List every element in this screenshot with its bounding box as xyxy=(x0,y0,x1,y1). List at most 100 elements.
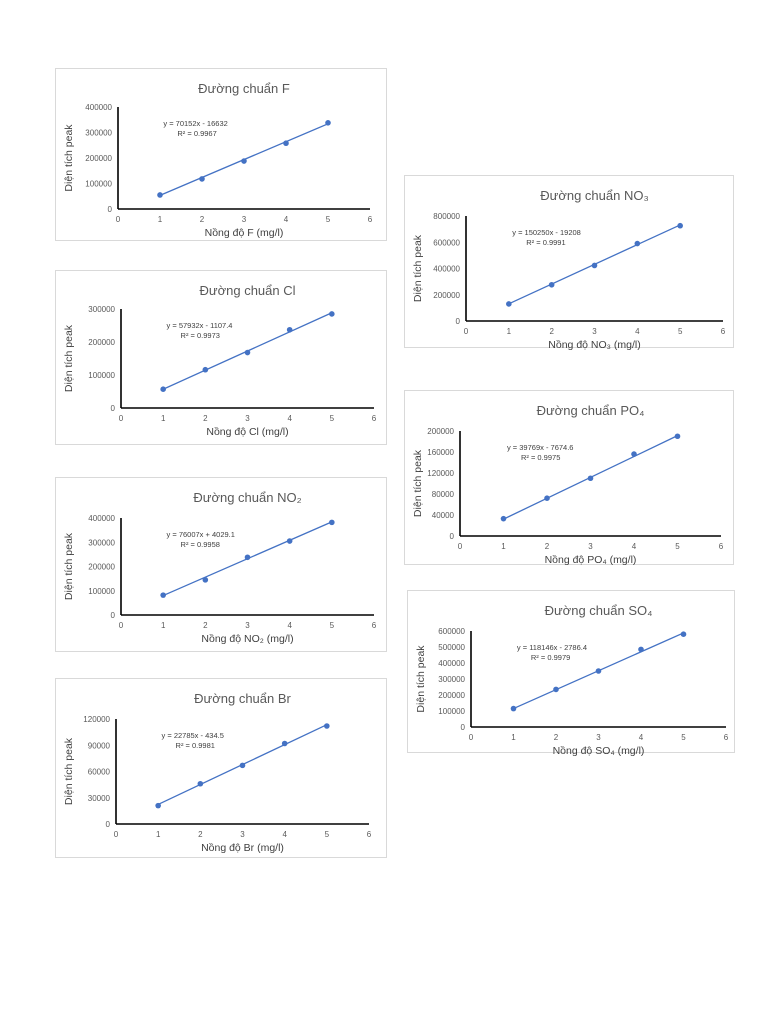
x-tick-label: 4 xyxy=(635,327,640,336)
trendline-equation: y = 118146x - 2786.4 xyxy=(517,643,587,652)
x-tick-label: 0 xyxy=(458,542,463,551)
x-tick-label: 1 xyxy=(161,621,166,630)
y-tick-label: 300000 xyxy=(88,305,115,314)
y-tick-label: 400000 xyxy=(438,659,465,668)
data-point xyxy=(544,495,550,501)
x-tick-label: 3 xyxy=(596,733,601,742)
y-tick-label: 80000 xyxy=(432,490,455,499)
y-tick-label: 0 xyxy=(456,317,461,326)
y-axis-label: Diện tích peak xyxy=(63,124,75,192)
x-tick-label: 5 xyxy=(330,621,335,630)
r-squared-label: R² = 0.9991 xyxy=(526,238,565,247)
x-tick-label: 5 xyxy=(330,414,335,423)
x-tick-label: 1 xyxy=(507,327,512,336)
y-tick-label: 400000 xyxy=(85,103,112,112)
chart-panel-no3: Đường chuẩn NO₃ 0 200000 400000 600000 800000… xyxy=(404,175,734,351)
y-tick-label: 120000 xyxy=(83,715,110,724)
r-squared-label: R² = 0.9975 xyxy=(521,453,560,462)
y-tick-label: 100000 xyxy=(438,707,465,716)
chart-svg: Đường chuẩn SO₄ 0 100000 200000 300000 400000… xyxy=(415,603,729,757)
y-tick-label: 600000 xyxy=(438,627,465,636)
data-point xyxy=(202,366,209,373)
chart-svg: Đường chuẩn Br 0 30000 60000 90000 120000 0 1 2 3… xyxy=(63,691,372,854)
y-tick-label: 0 xyxy=(450,532,455,541)
data-point xyxy=(680,631,687,637)
y-tick-label: 300000 xyxy=(85,129,112,138)
y-tick-label: 200000 xyxy=(88,338,115,347)
x-tick-label: 4 xyxy=(284,215,289,224)
trendline-equation: y = 70152x - 16632 xyxy=(163,119,227,128)
trendline-equation: y = 57932x - 1107.4 xyxy=(167,321,233,330)
chart-panel-f: Đường chuẩn F 0 100000 200000 300000 400000 0 1… xyxy=(55,68,387,241)
data-point xyxy=(638,646,644,653)
trendline-equation: y = 150250x - 19208 xyxy=(512,228,581,237)
chart-svg: Đường chuẩn F 0 100000 200000 300000 400000 0 1… xyxy=(63,81,373,239)
chart-title: Đường chuẩn NO₂ xyxy=(193,490,301,505)
x-tick-label: 3 xyxy=(240,830,245,839)
chart-panel-cl: Đường chuẩn Cl 0 100000 200000 300000 0 1 2 3 4 5 6… xyxy=(55,270,387,445)
data-point xyxy=(283,140,289,147)
y-tick-label: 200000 xyxy=(427,427,454,436)
y-tick-label: 300000 xyxy=(438,675,465,684)
y-tick-label: 0 xyxy=(106,820,111,829)
data-point xyxy=(548,281,555,288)
y-tick-label: 600000 xyxy=(433,238,460,247)
y-tick-label: 0 xyxy=(111,611,116,620)
x-tick-label: 2 xyxy=(203,621,208,630)
x-axis-label: Nồng độ PO₄ (mg/l) xyxy=(545,554,637,566)
data-point xyxy=(595,668,602,674)
x-tick-label: 0 xyxy=(114,830,119,839)
chart-svg: Đường chuẩn NO₃ 0 200000 400000 600000 800000… xyxy=(412,188,726,351)
x-axis-label: Nồng độ NO₃ (mg/l) xyxy=(548,339,640,351)
trendline-equation: y = 39769x - 7674.6 xyxy=(507,443,574,452)
y-tick-label: 160000 xyxy=(427,448,454,457)
data-point xyxy=(325,120,331,126)
y-tick-label: 200000 xyxy=(88,563,115,572)
y-tick-label: 60000 xyxy=(88,768,111,777)
x-tick-label: 2 xyxy=(554,733,559,742)
x-tick-label: 0 xyxy=(464,327,469,336)
chart-panel-po4: Đường chuẩn PO₄ 0 40000 80000 120000 160000 20… xyxy=(404,390,734,566)
chart-title: Đường chuẩn NO₃ xyxy=(540,188,649,203)
chart-title: Đường chuẩn SO₄ xyxy=(545,603,653,618)
x-axis-label: Nồng độ Br (mg/l) xyxy=(201,842,284,854)
x-tick-label: 6 xyxy=(368,215,373,224)
data-point xyxy=(239,762,246,769)
x-tick-label: 3 xyxy=(588,542,593,551)
data-point xyxy=(202,577,209,583)
x-tick-label: 5 xyxy=(326,215,331,224)
y-tick-label: 100000 xyxy=(88,371,115,380)
r-squared-label: R² = 0.9979 xyxy=(531,653,570,662)
x-tick-label: 6 xyxy=(372,414,377,423)
chart-panel-br: Đường chuẩn Br 0 30000 60000 90000 120000 0 1 2 3… xyxy=(55,678,387,858)
y-tick-label: 500000 xyxy=(438,643,465,652)
x-tick-label: 6 xyxy=(719,542,724,551)
x-tick-label: 2 xyxy=(203,414,208,423)
data-point xyxy=(286,326,293,333)
x-tick-label: 6 xyxy=(367,830,372,839)
y-tick-label: 100000 xyxy=(85,180,112,189)
x-tick-label: 0 xyxy=(116,215,121,224)
x-axis-label: Nồng độ NO₂ (mg/l) xyxy=(201,633,293,645)
data-point xyxy=(506,301,512,307)
r-squared-label: R² = 0.9981 xyxy=(176,741,215,750)
y-tick-label: 200000 xyxy=(438,691,465,700)
x-tick-label: 2 xyxy=(200,215,205,224)
y-tick-label: 200000 xyxy=(85,154,112,163)
chart-svg: Đường chuẩn NO₂ 0 100000 200000 300000 400000… xyxy=(63,490,377,645)
r-squared-label: R² = 0.9973 xyxy=(181,331,220,340)
y-axis-label: Diện tích peak xyxy=(63,737,75,805)
x-tick-label: 6 xyxy=(721,327,726,336)
chart-title: Đường chuẩn Cl xyxy=(200,283,296,298)
y-axis-label: Diện tích peak xyxy=(63,532,75,600)
data-point xyxy=(631,451,637,457)
chart-title: Đường chuẩn Br xyxy=(194,691,291,706)
x-tick-label: 3 xyxy=(245,414,250,423)
data-point xyxy=(241,158,247,164)
chart-svg: Đường chuẩn PO₄0400008000012000016000020… xyxy=(412,403,724,566)
y-tick-label: 400000 xyxy=(433,265,460,274)
x-axis-label: Nồng độ SO₄ (mg/l) xyxy=(553,745,645,757)
x-tick-label: 4 xyxy=(282,830,287,839)
y-axis-label: Diện tích peak xyxy=(412,234,424,302)
data-point xyxy=(500,515,507,522)
